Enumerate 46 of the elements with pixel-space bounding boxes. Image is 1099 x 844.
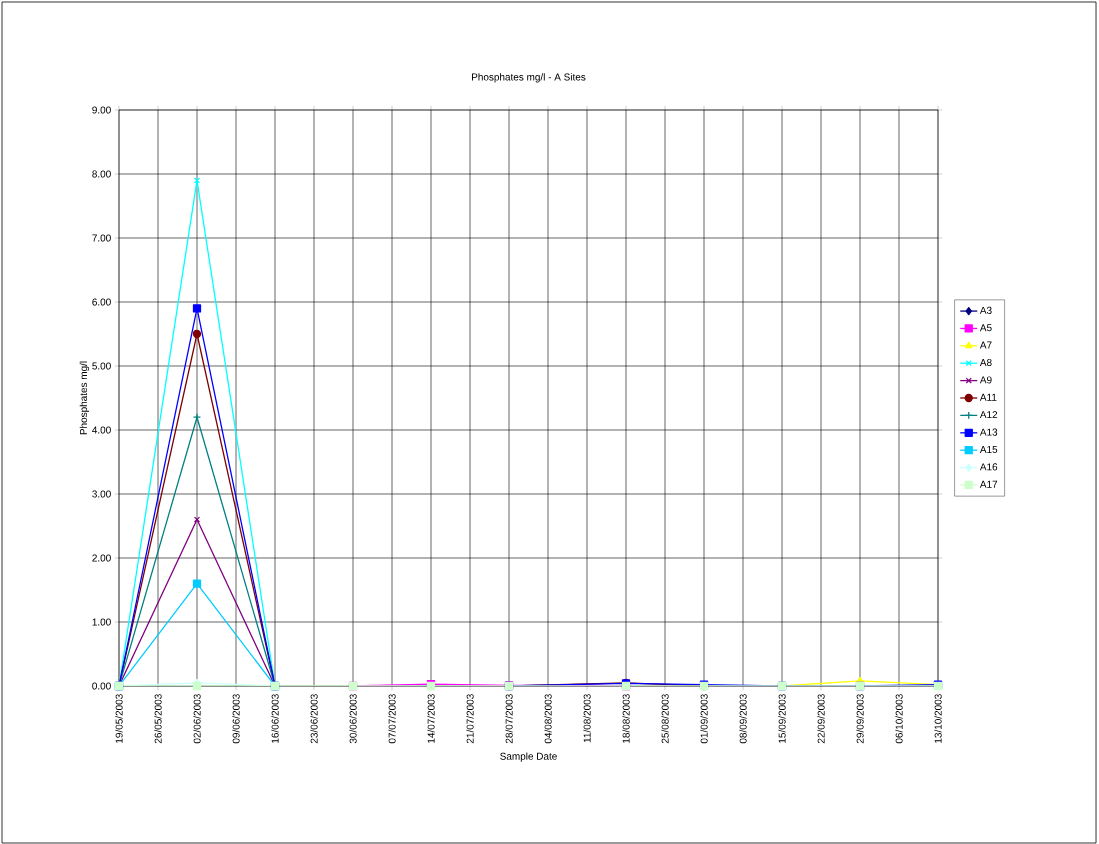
x-tick-label: 07/07/2003 xyxy=(388,694,396,744)
x-tick-label: 01/09/2003 xyxy=(700,694,708,744)
legend-label: A3 xyxy=(979,306,992,314)
x-tick-label: 18/08/2003 xyxy=(622,694,630,743)
x-tick-label: 28/07/2003 xyxy=(505,694,513,744)
legend-label: A7 xyxy=(979,341,992,349)
x-tick-label: 26/05/2003 xyxy=(154,694,162,744)
y-tick-label: 9.00 xyxy=(92,106,111,114)
x-tick-label: 15/09/2003 xyxy=(778,694,786,743)
legend-label: A15 xyxy=(979,446,998,453)
legend-label: A5 xyxy=(979,324,992,332)
x-tick-label: 23/06/2003 xyxy=(310,694,318,744)
y-tick-label: 0.00 xyxy=(92,682,111,690)
x-tick-label: 14/07/2003 xyxy=(427,694,435,743)
legend-label: A11 xyxy=(979,393,997,401)
y-tick-label: 6.00 xyxy=(92,298,111,306)
x-tick-label: 22/09/2003 xyxy=(817,694,825,744)
x-tick-label: 04/08/2003 xyxy=(544,694,552,744)
y-tick-label: 3.00 xyxy=(92,490,111,498)
legend-label: A13 xyxy=(979,428,998,436)
legend-label: A9 xyxy=(979,376,992,384)
y-axis-title: Phosphates mg/l xyxy=(79,361,89,435)
y-tick-label: 2.00 xyxy=(92,554,111,562)
x-tick-label: 30/06/2003 xyxy=(349,694,357,744)
x-tick-label: 25/08/2003 xyxy=(661,694,669,744)
y-tick-label: 5.00 xyxy=(92,362,111,370)
y-tick-label: 8.00 xyxy=(92,170,111,178)
x-tick-label: 29/09/2003 xyxy=(856,694,864,744)
x-tick-label: 06/10/2003 xyxy=(895,694,903,744)
x-axis-title: Sample Date xyxy=(500,752,557,762)
legend-label: A12 xyxy=(979,411,998,419)
legend-label: A17 xyxy=(979,480,998,488)
x-tick-label: 08/09/2003 xyxy=(739,694,747,744)
x-tick-label: 02/06/2003 xyxy=(193,694,201,744)
x-tick-label: 21/07/2003 xyxy=(466,694,474,744)
x-tick-label: 19/05/2003 xyxy=(115,694,123,743)
y-tick-label: 7.00 xyxy=(92,234,111,242)
y-tick-label: 1.00 xyxy=(92,618,111,626)
legend-label: A16 xyxy=(979,463,998,471)
legend-label: A8 xyxy=(979,358,992,366)
x-tick-label: 09/06/2003 xyxy=(232,694,240,744)
chart-title: Phosphates mg/l - A Sites xyxy=(472,73,586,83)
x-tick-label: 16/06/2003 xyxy=(271,694,279,743)
x-tick-label: 13/10/2003 xyxy=(934,694,942,743)
x-tick-label: 11/08/2003 xyxy=(583,694,591,743)
y-tick-label: 4.00 xyxy=(92,426,111,434)
